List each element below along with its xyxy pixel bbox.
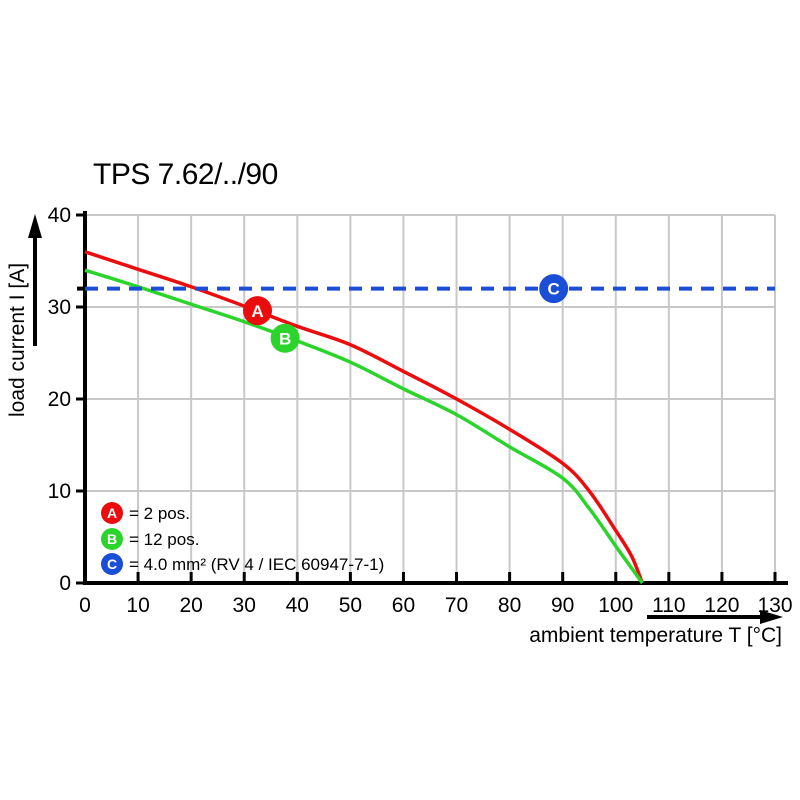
x-tick-label: 100 [598, 594, 633, 617]
x-tick-label: 50 [339, 594, 362, 617]
y-tick-label: 0 [59, 572, 71, 595]
legend-entry-text-B: = 12 pos. [129, 530, 199, 549]
x-tick-label: 40 [286, 594, 309, 617]
x-tick-label: 10 [126, 594, 149, 617]
y-axis-arrow-icon [28, 214, 42, 346]
x-tick-label: 80 [498, 594, 521, 617]
legend-marker-letter-C: C [107, 556, 117, 572]
y-axis-label: load current I [A] [6, 263, 29, 417]
chart-title: TPS 7.62/../90 [93, 158, 278, 191]
x-tick-label: 120 [704, 594, 739, 617]
x-tick-label: 30 [233, 594, 256, 617]
x-axis-label: ambient temperature T [°C] [529, 624, 782, 647]
legend-marker-C [101, 553, 123, 575]
curve-B [84, 268, 644, 585]
curve-marker-letter-C: C [548, 280, 560, 299]
y-tick-label: 40 [48, 204, 71, 227]
x-tick-label: 90 [551, 594, 574, 617]
legend-marker-letter-A: A [107, 505, 117, 521]
curve-marker-C [539, 274, 569, 304]
legend-entry-text-A: = 2 pos. [129, 504, 190, 523]
x-tick-label: 70 [445, 594, 468, 617]
plot-render-layer: 0 10 20 30 40 50 60 70 80 90 100 110 120 130 0 10 20 30 40… [48, 204, 793, 617]
x-tick-label: 60 [392, 594, 415, 617]
curve-marker-letter-A: A [251, 302, 263, 321]
legend-entry-text-C: = 4.0 mm² (RV 4 / IEC 60947-7-1) [129, 555, 384, 574]
legend-marker-letter-B: B [107, 531, 117, 547]
curve-marker-B [270, 323, 300, 353]
legend-marker-A [101, 502, 123, 524]
x-axis-arrow-icon [647, 610, 783, 624]
y-tick-label: 10 [48, 480, 71, 503]
curve-marker-letter-B: B [279, 329, 291, 348]
legend-marker-B [101, 528, 123, 550]
y-tick-label: 30 [48, 296, 71, 319]
x-tick-label: 110 [652, 594, 685, 617]
y-tick-label: 20 [48, 388, 71, 411]
x-tick-label: 0 [79, 594, 91, 617]
curve-marker-A [243, 296, 272, 326]
x-tick-label: 130 [757, 594, 792, 617]
x-tick-label: 20 [179, 594, 202, 617]
